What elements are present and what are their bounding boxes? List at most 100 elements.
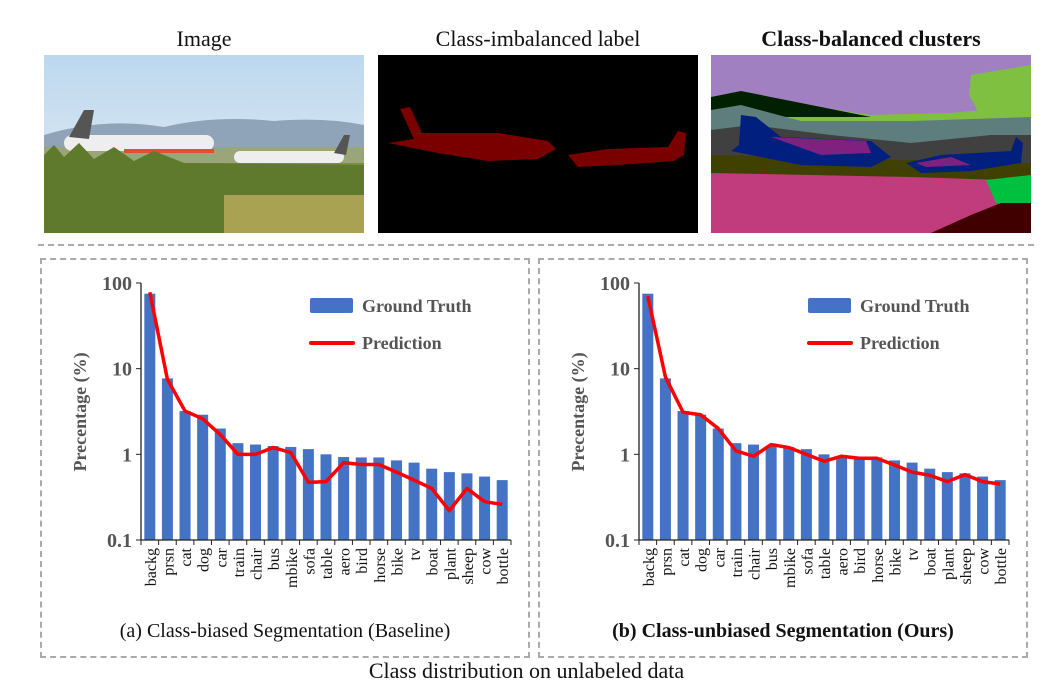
bar-dog <box>695 414 707 540</box>
bar-train <box>232 443 244 540</box>
label-title: Class-imbalanced label <box>435 26 641 51</box>
x-tick-label: prsn <box>658 548 675 576</box>
x-tick-label: backg <box>143 548 160 586</box>
bar-prsn <box>659 378 671 540</box>
bar-cow <box>977 476 989 540</box>
y-tick-label: 0.1 <box>107 530 132 552</box>
legend-swatch-ground-truth <box>310 298 353 313</box>
image-title: Image <box>176 26 232 51</box>
x-tick-label: sofa <box>301 548 318 575</box>
chart-baseline: 100 10 1 0.1 backg prsn cat dog car train chair bus… <box>40 258 530 658</box>
bar-bus <box>267 446 279 540</box>
class-label-map <box>378 55 698 233</box>
x-tick-label: sheep <box>460 548 477 584</box>
bar-sofa <box>302 449 314 540</box>
bar-chair <box>748 444 760 540</box>
x-tick-label: bird <box>354 548 371 574</box>
bar-table <box>320 454 332 540</box>
legend-label-prediction: Prediction <box>362 333 442 353</box>
legend-swatch-ground-truth <box>808 298 851 313</box>
bar-aero <box>836 457 848 540</box>
x-tick-label: plant <box>442 547 459 580</box>
bar-plant <box>443 472 455 540</box>
x-tick-label: chair <box>747 547 764 580</box>
bar-sofa <box>800 449 812 540</box>
x-tick-label: train <box>729 548 746 577</box>
x-tick-label: sofa <box>799 548 816 575</box>
bar-mbike <box>285 446 297 540</box>
bar-cat <box>179 411 191 540</box>
x-tick-label: bird <box>852 548 869 574</box>
x-tick-label: cat <box>676 547 693 566</box>
bar-backg <box>642 293 654 540</box>
x-tick-label: aero <box>337 548 354 576</box>
x-tick-label: cow <box>478 548 495 575</box>
x-tick-label: chair <box>249 547 266 580</box>
cluster-map <box>711 55 1031 233</box>
x-tick-label: dog <box>694 548 711 572</box>
x-tick-label: mbike <box>284 548 301 588</box>
x-tick-label: cat <box>178 547 195 566</box>
x-tick-label: plant <box>940 547 957 580</box>
y-tick-label: 10 <box>112 359 132 381</box>
bar-bird <box>355 457 367 540</box>
x-tick-label: train <box>231 548 248 577</box>
bar-sheep <box>959 473 971 540</box>
x-tick-label: car <box>711 547 728 567</box>
clusters-title: Class-balanced clusters <box>761 26 981 51</box>
x-tick-label: bus <box>266 548 283 570</box>
bar-horse <box>871 457 883 540</box>
bar-bottle <box>994 480 1006 540</box>
y-axis-label: Precentage (%) <box>568 352 589 471</box>
bar-plant <box>941 472 953 540</box>
legend-label-ground-truth: Ground Truth <box>362 296 472 316</box>
y-tick-label: 100 <box>102 273 132 295</box>
figure-caption: Class distribution on unlabeled data <box>368 658 685 683</box>
x-tick-label: horse <box>870 548 887 583</box>
x-tick-label: table <box>319 548 336 579</box>
bar-cow <box>479 476 491 540</box>
chart-caption: (a) Class-biased Segmentation (Baseline) <box>119 620 451 642</box>
x-tick-label: dog <box>196 548 213 572</box>
x-tick-label: table <box>817 548 834 579</box>
x-tick-label: boat <box>923 547 940 575</box>
x-tick-label: boat <box>425 547 442 575</box>
bar-car <box>214 428 226 540</box>
bar-tv <box>906 462 918 540</box>
x-tick-label: tv <box>905 548 922 560</box>
bar-bottle <box>496 480 508 540</box>
bar-table <box>818 454 830 540</box>
bar-dog <box>197 414 209 540</box>
x-tick-label: bike <box>389 548 406 576</box>
y-tick-label: 0.1 <box>605 530 630 552</box>
bar-boat <box>924 468 936 540</box>
bar-bird <box>853 457 865 540</box>
x-tick-label: car <box>213 547 230 567</box>
bar-sheep <box>461 473 473 540</box>
legend-label-ground-truth: Ground Truth <box>860 296 970 316</box>
y-axis-label: Precentage (%) <box>70 352 91 471</box>
bar-horse <box>373 457 385 540</box>
x-tick-label: horse <box>372 548 389 583</box>
airport-photo <box>44 55 364 233</box>
x-tick-label: bottle <box>495 548 512 584</box>
bar-bus <box>765 446 777 540</box>
x-tick-label: sheep <box>958 548 975 584</box>
y-tick-label: 10 <box>610 359 630 381</box>
x-tick-label: prsn <box>160 548 177 576</box>
x-tick-label: backg <box>641 548 658 586</box>
x-tick-label: bike <box>887 548 904 576</box>
bar-cat <box>677 411 689 540</box>
bar-aero <box>338 457 350 540</box>
bar-train <box>730 443 742 540</box>
bar-tv <box>408 462 420 540</box>
legend-label-prediction: Prediction <box>860 333 940 353</box>
chart-caption: (b) Class-unbiased Segmentation (Ours) <box>612 620 954 642</box>
bar-boat <box>426 468 438 540</box>
y-tick-label: 100 <box>600 273 630 295</box>
bar-car <box>712 428 724 540</box>
chart-ours: 100 10 1 0.1 backg prsn cat dog car train chair bus… <box>538 258 1028 658</box>
bar-backg <box>144 293 156 540</box>
bar-prsn <box>161 378 173 540</box>
x-tick-label: mbike <box>782 548 799 588</box>
